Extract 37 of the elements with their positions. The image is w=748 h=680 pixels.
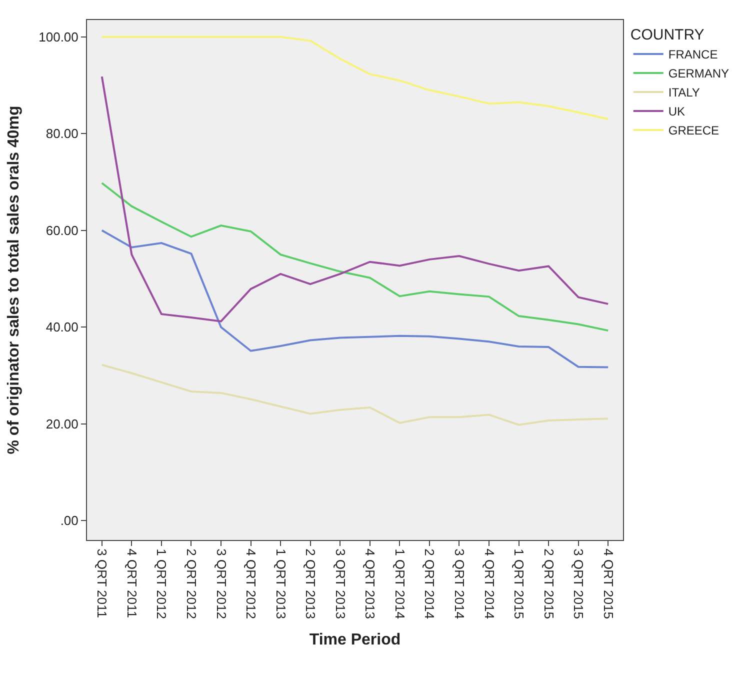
- line-series: [100, 36, 610, 120]
- x-tick-label: 4 QRT 2014: [482, 548, 497, 619]
- legend-label: ITALY: [668, 86, 700, 100]
- x-tick-label: 1 QRT 2015: [512, 548, 527, 619]
- legend-label: FRANCE: [668, 48, 718, 62]
- x-tick-label: 2 QRT 2015: [541, 548, 556, 619]
- line-series: [100, 182, 610, 332]
- y-axis-title: % of originator sales to total sales orals 40mg: [6, 106, 23, 454]
- line-series: [100, 364, 610, 426]
- x-tick-label: 1 QRT 2013: [273, 548, 288, 619]
- line-series: [100, 76, 610, 322]
- legend-label: UK: [668, 104, 686, 119]
- x-tick-label: 3 QRT 2013: [332, 548, 348, 619]
- y-tick-label: 40.00: [46, 320, 78, 335]
- legend-label: GREECE: [668, 124, 720, 138]
- x-tick-label: 4 QRT 2013: [362, 548, 378, 619]
- legend-label: GERMANY: [668, 66, 730, 81]
- x-tick-label: 1 QRT 2012: [154, 548, 170, 619]
- x-tick-label: 3 QRT 2011: [94, 548, 110, 618]
- x-tick-label: 2 QRT 2013: [303, 548, 318, 619]
- x-axis-title: Time Period: [309, 632, 401, 649]
- y-tick-label: .00: [60, 513, 78, 528]
- x-tick-label: 1 QRT 2014: [392, 548, 408, 619]
- line-series: [100, 229, 610, 368]
- x-tick-label: 4 QRT 2015: [600, 548, 616, 619]
- x-tick-label: 4 QRT 2011: [124, 548, 140, 618]
- legend-title: COUNTRY: [630, 26, 704, 44]
- x-tick-label: 3 QRT 2015: [571, 548, 586, 619]
- x-tick-label: 3 QRT 2012: [214, 548, 229, 619]
- y-tick-label: 100.00: [38, 29, 78, 44]
- y-tick-label: 20.00: [46, 416, 78, 432]
- x-tick-label: 4 QRT 2012: [244, 548, 259, 619]
- x-tick-label: 2 QRT 2014: [422, 548, 438, 619]
- x-tick-label: 2 QRT 2012: [184, 548, 199, 619]
- y-tick-label: 60.00: [46, 222, 78, 238]
- y-tick-label: 80.00: [46, 126, 78, 142]
- x-tick-label: 3 QRT 2014: [452, 548, 467, 619]
